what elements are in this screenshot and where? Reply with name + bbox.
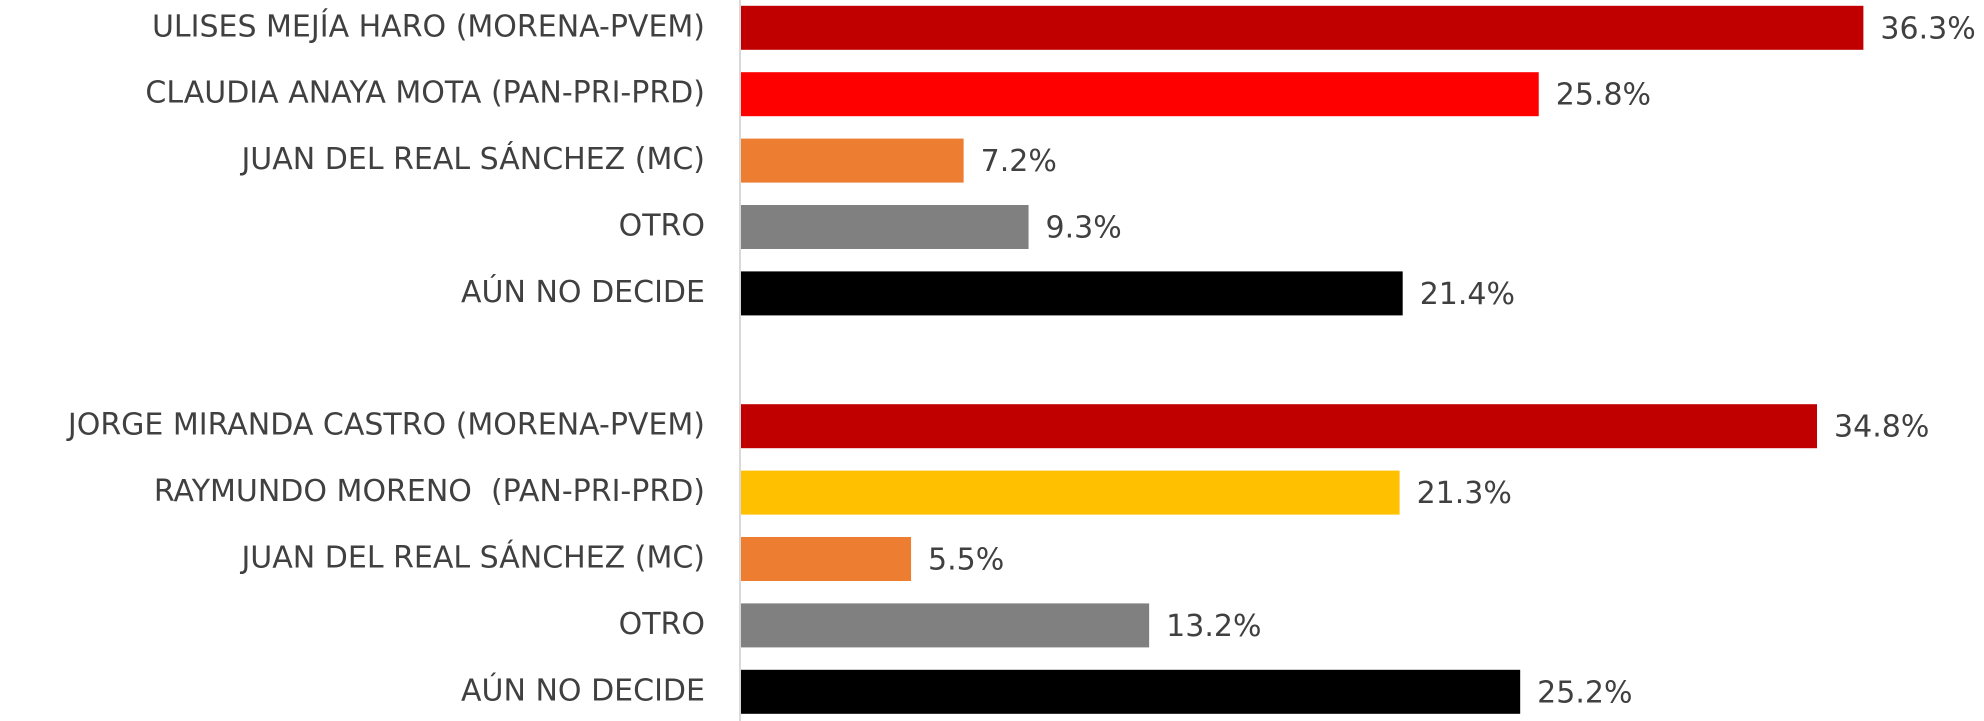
bar — [741, 603, 1150, 648]
category-label: OTRO — [619, 209, 705, 244]
bar — [741, 138, 964, 183]
value-label: 7.2% — [981, 144, 1057, 179]
value-label: 34.8% — [1834, 410, 1929, 445]
category-label: JORGE MIRANDA CASTRO (MORENA-PVEM) — [66, 408, 705, 443]
value-label: 5.5% — [928, 543, 1004, 578]
category-label: CLAUDIA ANAYA MOTA (PAN-PRI-PRD) — [145, 76, 705, 111]
value-label: 25.8% — [1556, 78, 1651, 113]
category-label: JUAN DEL REAL SÁNCHEZ (MC) — [239, 141, 705, 177]
bar — [741, 271, 1403, 316]
category-label: ULISES MEJÍA HARO (MORENA-PVEM) — [152, 8, 705, 44]
category-label: OTRO — [619, 607, 705, 642]
bar — [741, 72, 1539, 117]
bar — [741, 205, 1029, 249]
bar — [741, 537, 912, 581]
category-label: RAYMUNDO MORENO (PAN-PRI-PRD) — [154, 474, 705, 509]
bar — [741, 669, 1521, 714]
bar — [741, 5, 1864, 50]
value-label: 13.2% — [1166, 609, 1261, 644]
bar — [741, 470, 1400, 515]
value-label: 21.4% — [1420, 277, 1515, 312]
value-label: 21.3% — [1417, 476, 1512, 511]
category-label: AÚN NO DECIDE — [461, 273, 705, 310]
value-label: 25.2% — [1537, 675, 1632, 710]
category-label: JUAN DEL REAL SÁNCHEZ (MC) — [239, 540, 705, 576]
category-label: AÚN NO DECIDE — [461, 671, 705, 708]
value-label: 36.3% — [1880, 11, 1975, 46]
value-label: 9.3% — [1046, 211, 1122, 246]
bar — [741, 404, 1818, 449]
